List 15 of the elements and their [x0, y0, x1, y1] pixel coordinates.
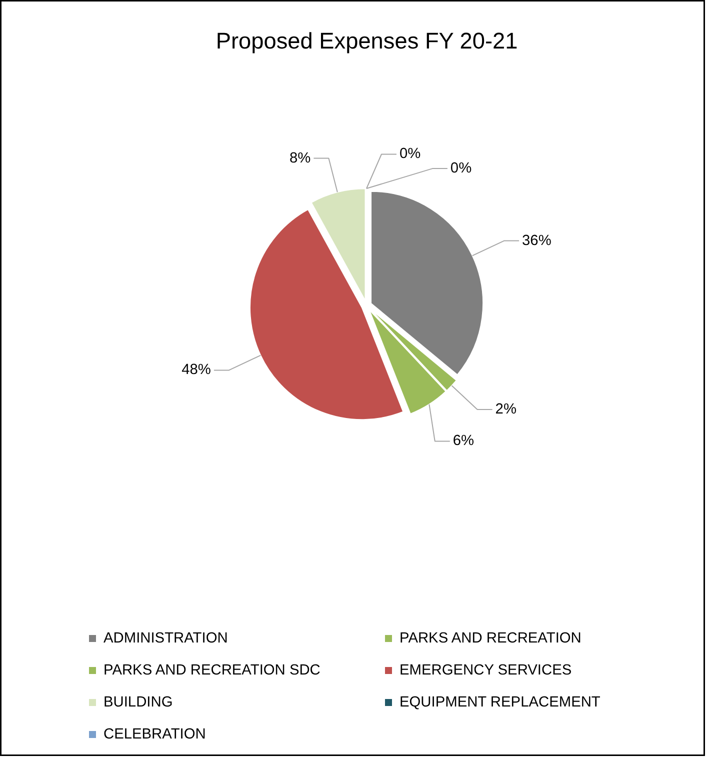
data-label: 6% — [452, 433, 474, 450]
legend-label: PARKS AND RECREATION SDC — [104, 662, 321, 678]
data-label: 8% — [290, 150, 311, 166]
legend-label: BUILDING — [104, 694, 173, 710]
text: 0% — [450, 160, 472, 177]
legend-label: ADMINISTRATION — [104, 630, 228, 646]
data-label: 2% — [495, 402, 516, 418]
legend-label: EQUIPMENT REPLACEMENT — [400, 694, 600, 710]
legend-label: CELEBRATION — [104, 726, 206, 742]
legend-label: EMERGENCY SERVICES — [400, 662, 572, 678]
chart-title: Proposed Expenses FY 20-21 — [216, 28, 518, 54]
legend-label: PARKS AND RECREATION — [400, 630, 582, 646]
data-label: 36% — [522, 232, 552, 249]
data-label: 48% — [182, 362, 211, 378]
text: 0% — [399, 146, 421, 162]
